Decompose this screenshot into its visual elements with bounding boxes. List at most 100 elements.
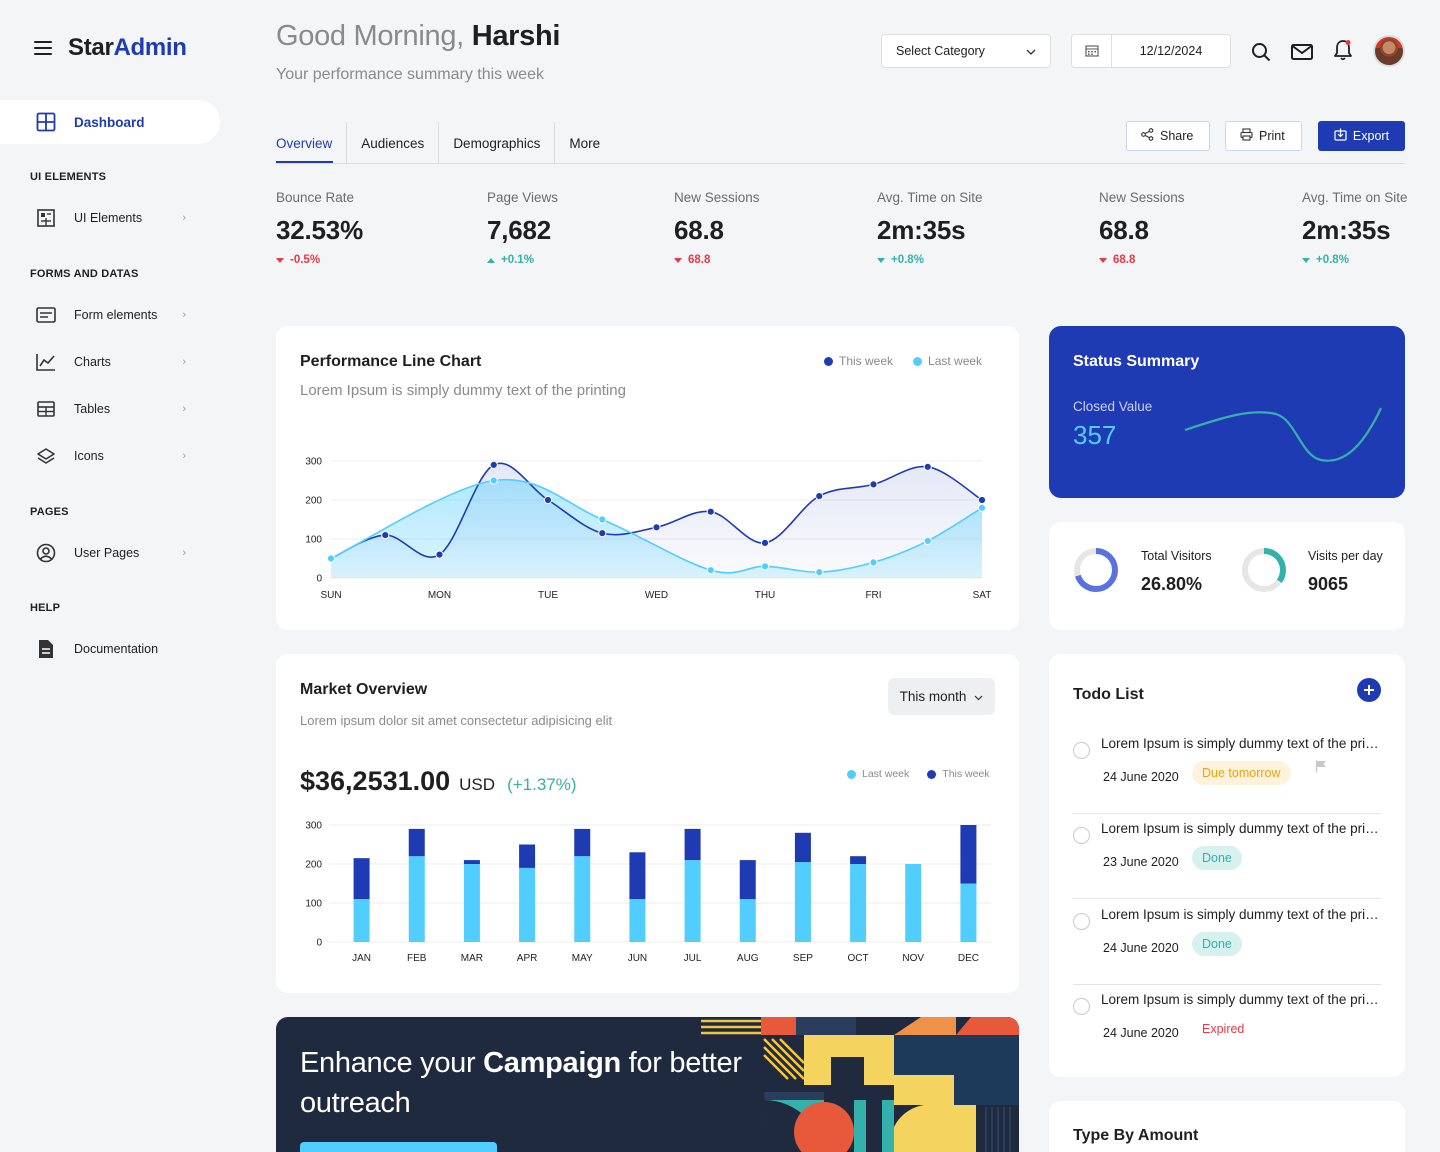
todo-item: Lorem Ipsum is simply dummy text of the … bbox=[1073, 899, 1383, 985]
data-point bbox=[598, 515, 607, 524]
data-point bbox=[977, 503, 987, 512]
data-point bbox=[923, 536, 932, 546]
tab-more[interactable]: More bbox=[569, 135, 601, 151]
x-tick-label: SEP bbox=[793, 953, 813, 964]
period-dropdown[interactable]: This month bbox=[888, 678, 995, 715]
todo-checkbox[interactable] bbox=[1073, 742, 1090, 759]
x-tick-label: APR bbox=[517, 953, 538, 964]
sidebar-item-form-elements[interactable]: Form elements › bbox=[36, 303, 186, 327]
bar-this-week bbox=[684, 828, 701, 861]
sidebar-item-label: Tables bbox=[74, 402, 111, 416]
legend-dot bbox=[824, 356, 833, 366]
stat-label: New Sessions bbox=[1099, 190, 1185, 205]
todo-text: Lorem Ipsum is simply dummy text of the … bbox=[1101, 907, 1383, 922]
data-point bbox=[326, 554, 336, 563]
sidebar-item-charts[interactable]: Charts › bbox=[36, 350, 186, 374]
stat-change: 68.8 bbox=[674, 254, 760, 266]
stat-value: 32.53% bbox=[276, 215, 363, 245]
status-badge: Due tomorrow bbox=[1192, 761, 1291, 785]
total-visitors-value: 26.80% bbox=[1141, 574, 1203, 594]
sidebar-item-icons[interactable]: Icons › bbox=[36, 444, 186, 468]
bar-this-week bbox=[794, 832, 811, 863]
line-chart-icon bbox=[36, 352, 56, 372]
visits-per-day-label: Visits per day bbox=[1308, 549, 1383, 563]
stat-label: Avg. Time on Site bbox=[1302, 190, 1408, 205]
sidebar-item-label: Charts bbox=[74, 355, 111, 369]
sidebar-item-ui-elements[interactable]: UI Elements › bbox=[36, 206, 186, 230]
add-todo-button[interactable] bbox=[1357, 678, 1381, 702]
donut-value-arc bbox=[1074, 548, 1118, 592]
caret-down-icon bbox=[276, 257, 284, 263]
avatar[interactable] bbox=[1373, 35, 1405, 67]
stat-bounce-rate: Bounce Rate 32.53% -0.5% bbox=[276, 190, 363, 266]
data-point bbox=[760, 562, 770, 571]
todo-item: Lorem Ipsum is simply dummy text of the … bbox=[1073, 984, 1383, 1070]
stat-value: 2m:35s bbox=[1302, 215, 1391, 245]
legend-dot bbox=[913, 356, 923, 366]
stat-label: Bounce Rate bbox=[276, 190, 355, 205]
export-button[interactable]: Export bbox=[1318, 121, 1405, 151]
todo-checkbox[interactable] bbox=[1073, 913, 1090, 930]
performance-line-chart: 0 100 200 300 SUN MON TUE WED THU FRI SAT bbox=[305, 457, 991, 602]
data-point bbox=[489, 476, 498, 485]
y-tick-label: 0 bbox=[316, 574, 322, 585]
menu-toggle-icon[interactable] bbox=[34, 41, 52, 55]
tab-demographics[interactable]: Demographics bbox=[439, 122, 556, 164]
status-value: 357 bbox=[1073, 420, 1117, 450]
sidebar-item-tables[interactable]: Tables › bbox=[36, 397, 186, 421]
todo-checkbox[interactable] bbox=[1073, 998, 1090, 1015]
tab-overview[interactable]: Overview bbox=[276, 122, 348, 164]
data-point bbox=[923, 462, 932, 471]
x-tick-label: AUG bbox=[737, 953, 759, 964]
todo-checkbox[interactable] bbox=[1073, 827, 1090, 844]
date-picker[interactable]: 12/12/2024 bbox=[1071, 34, 1231, 68]
mail-icon[interactable] bbox=[1290, 40, 1314, 64]
dashboard-grid-icon bbox=[36, 112, 56, 132]
tab-audiences[interactable]: Audiences bbox=[347, 122, 440, 164]
caret-down-icon bbox=[674, 257, 682, 263]
date-value: 12/12/2024 bbox=[1139, 44, 1203, 58]
legend-label: This week bbox=[942, 768, 990, 780]
flag-icon[interactable] bbox=[1315, 760, 1327, 778]
share-button[interactable]: Share bbox=[1126, 121, 1210, 151]
chevron-right-icon: › bbox=[182, 212, 186, 224]
layers-icon bbox=[36, 446, 56, 466]
chevron-down-icon bbox=[974, 689, 983, 704]
stat-new-sessions: New Sessions 68.8 68.8 bbox=[674, 190, 760, 266]
category-select[interactable]: Select Category bbox=[881, 34, 1051, 68]
print-button[interactable]: Print bbox=[1225, 121, 1302, 151]
visits-per-day-value: 9065 bbox=[1308, 574, 1349, 594]
data-point bbox=[543, 495, 553, 505]
market-amount: $36,2531.00 bbox=[300, 766, 451, 796]
data-point bbox=[706, 507, 715, 516]
sidebar-item-dashboard[interactable]: Dashboard bbox=[0, 100, 220, 144]
calendar-icon[interactable] bbox=[1072, 35, 1112, 67]
tab-bar: Overview Audiences Demographics More bbox=[276, 122, 614, 164]
market-bar-chart: 0 100 200 300 JAN FEB MAR APR MAY JUN JUL AUG SEP OCT… bbox=[305, 821, 991, 964]
data-point bbox=[706, 566, 715, 575]
bell-icon[interactable] bbox=[1331, 38, 1355, 62]
bar-this-week bbox=[353, 858, 370, 900]
caret-down-icon bbox=[1302, 257, 1310, 263]
x-tick-label: MAY bbox=[572, 953, 593, 964]
plus-icon bbox=[1364, 685, 1374, 695]
chevron-right-icon: › bbox=[182, 450, 186, 462]
caret-down-icon bbox=[1099, 257, 1107, 263]
logo[interactable]: StarAdmin bbox=[68, 34, 187, 61]
sidebar-item-documentation[interactable]: Documentation bbox=[36, 637, 186, 661]
banner-cta-button[interactable] bbox=[300, 1142, 497, 1152]
x-tick-label: FEB bbox=[407, 953, 427, 964]
search-icon[interactable] bbox=[1249, 40, 1273, 64]
y-tick-label: 300 bbox=[305, 457, 322, 468]
stat-change: -0.5% bbox=[276, 254, 363, 266]
y-tick-label: 100 bbox=[305, 899, 322, 910]
bar-last-week bbox=[850, 864, 867, 942]
layout-icon bbox=[36, 208, 56, 228]
market-title: Market Overview bbox=[300, 681, 428, 698]
chevron-down-icon bbox=[1026, 44, 1036, 58]
status-badge: Done bbox=[1192, 846, 1242, 870]
series-area bbox=[331, 479, 982, 578]
sidebar-item-user-pages[interactable]: User Pages › bbox=[36, 541, 186, 565]
stat-value: 68.8 bbox=[674, 215, 724, 245]
stat-label: Avg. Time on Site bbox=[877, 190, 983, 205]
